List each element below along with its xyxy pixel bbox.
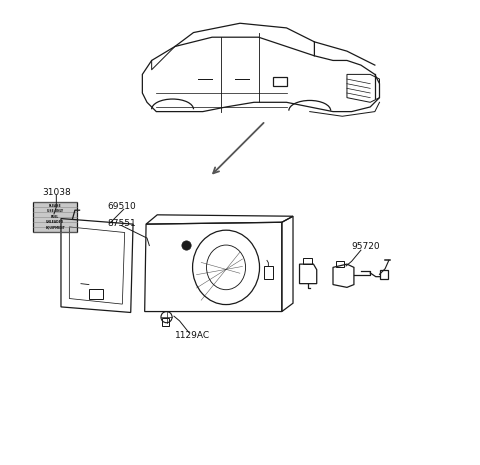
Text: 69510: 69510: [108, 202, 136, 212]
Text: 31038: 31038: [42, 188, 71, 198]
Text: UNLEADED: UNLEADED: [46, 220, 64, 224]
Text: 1129AC: 1129AC: [175, 331, 210, 340]
Text: 95720: 95720: [351, 242, 380, 251]
Circle shape: [182, 241, 191, 250]
Text: EQUIPMENT: EQUIPMENT: [45, 226, 65, 230]
Text: FUEL: FUEL: [51, 215, 60, 219]
Text: USE ONLY: USE ONLY: [47, 209, 63, 213]
FancyBboxPatch shape: [33, 202, 77, 232]
Text: 87551: 87551: [108, 219, 136, 228]
Text: PLEASE: PLEASE: [49, 204, 61, 208]
